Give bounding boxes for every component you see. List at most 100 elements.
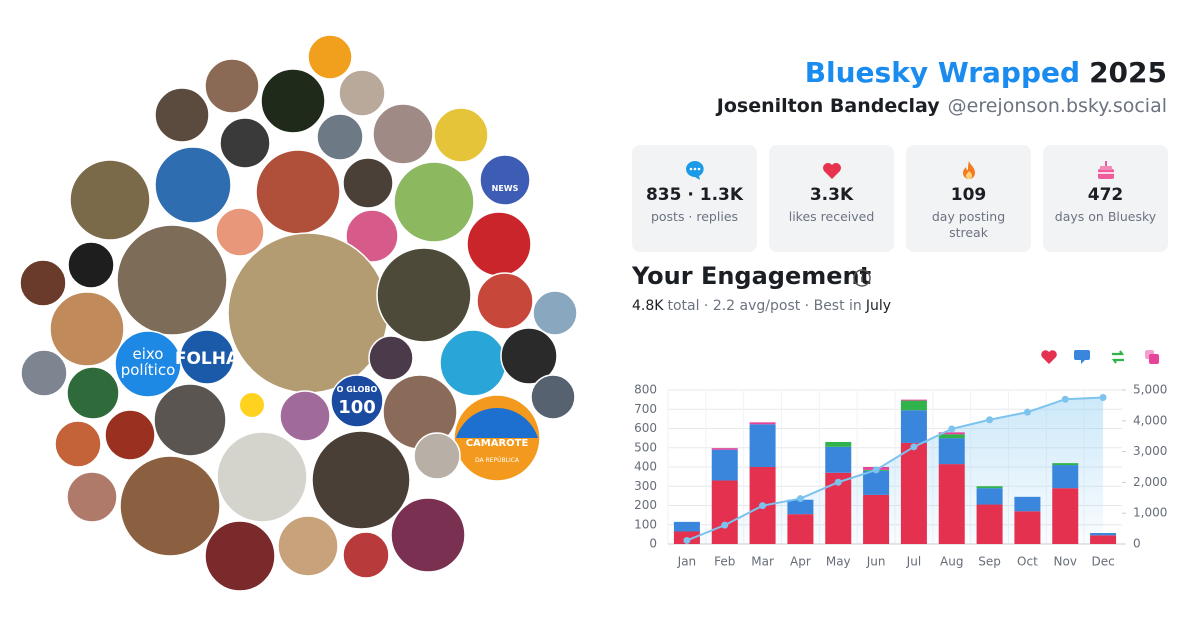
bar-segment — [1052, 488, 1079, 544]
y-tick-label: 700 — [634, 402, 657, 416]
y2-tick-label: 0 — [1133, 537, 1141, 551]
avatar — [215, 207, 265, 257]
avatar — [179, 329, 235, 385]
avatar — [479, 154, 531, 206]
avatar — [116, 224, 228, 336]
bar-segment — [1014, 511, 1041, 544]
stat-label: days on Bluesky — [1054, 209, 1157, 224]
avatar-label: NEWS — [492, 184, 519, 193]
avatar — [413, 432, 461, 480]
stat-value: 835 · 1.3K — [645, 185, 744, 205]
y-tick-label: 300 — [634, 479, 657, 493]
bar-segment — [749, 422, 776, 425]
bar-segment — [863, 494, 890, 544]
user-handle: @erejonson.bsky.social — [947, 95, 1167, 117]
avatar — [311, 430, 411, 530]
bar-segment — [1052, 463, 1079, 466]
bar-segment — [1052, 465, 1079, 489]
stat-value: 472 — [1087, 185, 1124, 205]
x-tick-label: Feb — [714, 555, 735, 569]
bar-segment — [976, 488, 1003, 505]
bar-segment — [938, 464, 965, 544]
cumulative-point — [1099, 393, 1107, 401]
user-name: Josenilton Bandeclay — [716, 95, 940, 117]
avatar — [54, 420, 102, 468]
avatar — [338, 69, 386, 117]
bar-segment — [673, 521, 700, 532]
avatar — [204, 58, 260, 114]
avatar-label: DA REPÚBLICA — [475, 457, 520, 464]
avatar — [433, 107, 489, 163]
avatar — [260, 68, 326, 134]
y2-tick-label: 4,000 — [1133, 413, 1167, 427]
avatar-detail — [240, 393, 264, 417]
avatar — [342, 157, 394, 209]
cumulative-point — [796, 495, 804, 503]
cumulative-line — [686, 396, 1104, 542]
cumulative-point — [1061, 395, 1069, 403]
icon-posts — [686, 161, 704, 180]
bar-segment — [1014, 496, 1041, 512]
cumulative-point — [721, 521, 729, 529]
x-tick-label: May — [826, 555, 851, 569]
avatar-cloud: eixo político FOLHA O GLOBO 100 CAMAROTE… — [19, 34, 578, 592]
cumulative-point — [986, 416, 994, 424]
avatar — [376, 247, 472, 343]
stat-value: 3.3K — [809, 185, 854, 205]
stat-label: posts · replies — [650, 209, 739, 224]
avatar-detail — [456, 407, 538, 438]
x-tick-label: Jan — [677, 555, 697, 569]
x-tick-label: Mar — [751, 555, 774, 569]
avatar — [66, 471, 118, 523]
avatar — [69, 159, 151, 241]
title-brand: Bluesky Wrapped — [804, 56, 1081, 89]
avatar — [104, 409, 156, 461]
cumulative-point — [910, 443, 918, 451]
avatar-label: 100 — [338, 397, 376, 418]
x-tick-label: Apr — [790, 555, 811, 569]
bar-segment — [711, 448, 738, 450]
bar-segment — [900, 400, 927, 411]
icon-streak — [963, 161, 975, 179]
avatar — [67, 241, 115, 289]
avatar — [530, 374, 576, 420]
bar-segment — [976, 486, 1003, 489]
bar-segment — [787, 514, 814, 544]
avatar — [500, 327, 558, 385]
info-icon[interactable] — [852, 268, 872, 288]
subtitle-text: total · 2.2 avg/post · Best in — [667, 298, 862, 314]
cumulative-point — [759, 502, 767, 510]
x-tick-label: Oct — [1017, 555, 1038, 569]
x-tick-label: Jul — [906, 555, 921, 569]
avatar — [49, 291, 125, 367]
title-year: 2025 — [1089, 56, 1167, 89]
avatar-label: O GLOBO — [337, 385, 378, 394]
bar-segment — [900, 399, 927, 401]
x-tick-label: Sep — [978, 555, 1001, 569]
user: Josenilton Bandeclay @erejonson.bsky.soci… — [717, 95, 1167, 117]
subtitle-best: July — [865, 298, 891, 314]
avatar — [307, 34, 353, 80]
avatar — [154, 146, 232, 224]
stat-card: 109 day posting streak — [906, 145, 1031, 252]
cumulative-point — [872, 466, 880, 474]
legend-quotes — [1149, 354, 1159, 364]
y-tick-label: 800 — [634, 383, 657, 397]
bar-segment — [938, 434, 965, 439]
stat-card: 472 days on Bluesky — [1043, 145, 1168, 252]
avatar-label: CAMAROTE — [466, 438, 529, 449]
avatar — [476, 272, 534, 330]
x-tick-label: Dec — [1091, 555, 1114, 569]
avatar — [119, 455, 221, 557]
avatar — [204, 520, 276, 592]
avatar — [330, 374, 384, 428]
cumulative-point — [948, 425, 956, 433]
avatar — [393, 161, 475, 243]
subtitle-total: 4.8K — [632, 298, 664, 314]
y2-tick-label: 3,000 — [1133, 444, 1167, 458]
bar-segment — [711, 480, 738, 544]
avatar-label: FOLHA — [175, 349, 240, 369]
avatar — [219, 117, 271, 169]
